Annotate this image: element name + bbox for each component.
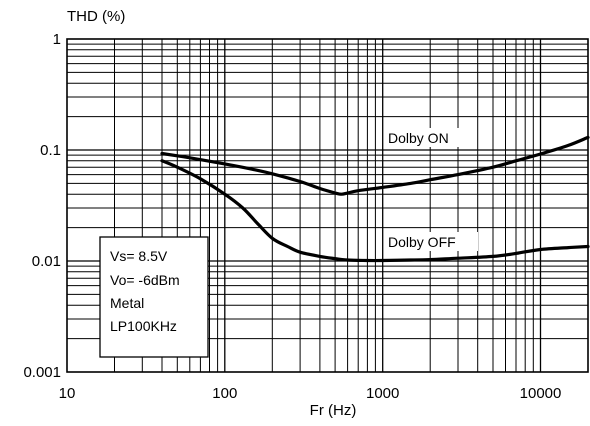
y-tick-label: 0.001 — [23, 364, 61, 381]
label-dolby-on-bg — [384, 128, 468, 147]
label-dolby-off-bg — [384, 232, 478, 251]
y-tick-label: 0.1 — [40, 142, 61, 159]
y-tick-label: 0.01 — [32, 253, 61, 270]
x-tick-label: 1000 — [366, 385, 399, 402]
tick-labels: 10 100 1000 10000 1 0.1 0.01 0.001 — [23, 31, 561, 402]
grid — [67, 39, 588, 372]
label-dolby-on: Dolby ON — [388, 130, 449, 146]
x-tick-label: 10000 — [520, 385, 562, 402]
conditions-box — [99, 236, 209, 358]
y-tick-label: 1 — [53, 31, 61, 48]
series-line-dolby-on — [160, 135, 590, 196]
condition-supply-voltage: Vs= 8.5V — [110, 248, 168, 264]
curves — [160, 135, 590, 263]
label-dolby-off: Dolby OFF — [388, 234, 456, 250]
y-axis-title: THD (%) — [67, 8, 125, 25]
condition-tape-type: Metal — [110, 295, 144, 311]
series-line-dolby-off — [160, 159, 590, 263]
condition-output-level: Vo= -6dBm — [110, 272, 180, 288]
x-tick-label: 100 — [212, 385, 237, 402]
x-tick-label: 10 — [59, 385, 76, 402]
plot-frame — [66, 38, 589, 373]
x-axis-title: Fr (Hz) — [310, 402, 357, 419]
condition-filter: LP100KHz — [110, 318, 177, 334]
